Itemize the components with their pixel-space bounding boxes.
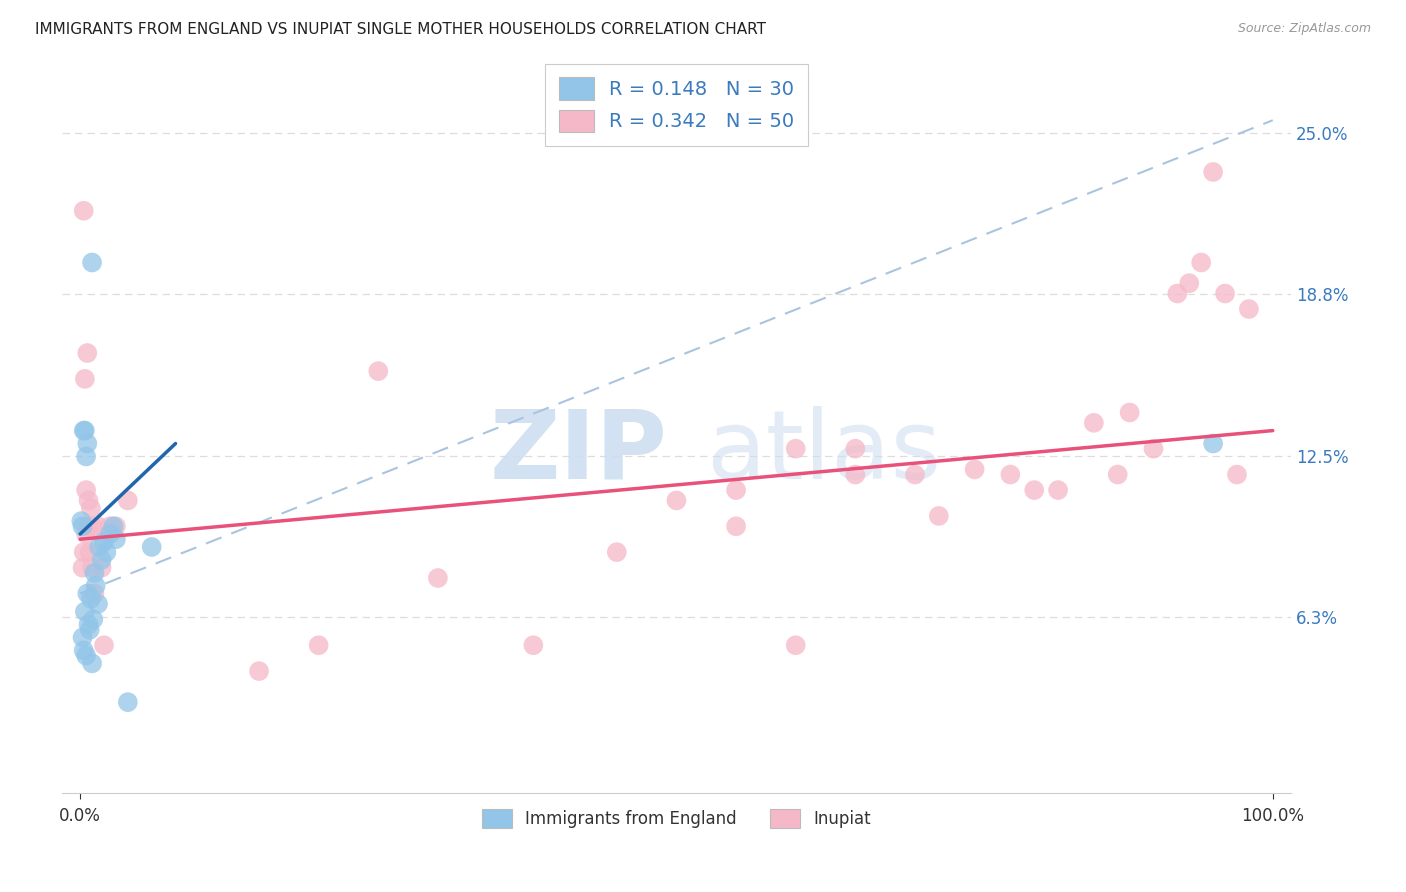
Point — [73, 203, 96, 218]
Point — [1213, 286, 1236, 301]
Point — [1024, 483, 1046, 497]
Point — [1166, 286, 1188, 301]
Text: atlas: atlas — [706, 406, 942, 499]
Point — [93, 534, 115, 549]
Point — [77, 617, 100, 632]
Point — [522, 638, 544, 652]
Point — [844, 467, 866, 482]
Point — [90, 553, 112, 567]
Point — [606, 545, 628, 559]
Point — [844, 442, 866, 456]
Point — [1107, 467, 1129, 482]
Point — [1178, 276, 1201, 290]
Point — [73, 424, 96, 438]
Point — [141, 540, 163, 554]
Point — [1202, 436, 1225, 450]
Point — [96, 545, 118, 559]
Point — [83, 566, 105, 580]
Point — [103, 519, 125, 533]
Point — [87, 519, 110, 533]
Text: IMMIGRANTS FROM ENGLAND VS INUPIAT SINGLE MOTHER HOUSEHOLDS CORRELATION CHART: IMMIGRANTS FROM ENGLAND VS INUPIAT SINGL… — [35, 22, 766, 37]
Point — [73, 643, 96, 657]
Point — [79, 545, 101, 559]
Point — [1237, 301, 1260, 316]
Point — [73, 605, 96, 619]
Point — [665, 493, 688, 508]
Point — [80, 591, 103, 606]
Point — [98, 527, 121, 541]
Point — [73, 545, 96, 559]
Point — [90, 560, 112, 574]
Point — [76, 436, 98, 450]
Point — [367, 364, 389, 378]
Point — [247, 664, 270, 678]
Point — [1083, 416, 1105, 430]
Point — [73, 424, 96, 438]
Point — [104, 532, 127, 546]
Point — [1226, 467, 1249, 482]
Point — [1047, 483, 1070, 497]
Point — [308, 638, 330, 652]
Text: Source: ZipAtlas.com: Source: ZipAtlas.com — [1237, 22, 1371, 36]
Point — [87, 597, 110, 611]
Point — [73, 372, 96, 386]
Point — [84, 579, 107, 593]
Point — [80, 255, 103, 269]
Point — [1189, 255, 1212, 269]
Point — [79, 623, 101, 637]
Point — [70, 514, 93, 528]
Point — [904, 467, 927, 482]
Point — [76, 586, 98, 600]
Point — [1142, 442, 1164, 456]
Point — [75, 527, 97, 541]
Point — [75, 483, 97, 497]
Point — [76, 346, 98, 360]
Point — [928, 508, 950, 523]
Point — [77, 519, 100, 533]
Point — [1118, 405, 1140, 419]
Point — [104, 519, 127, 533]
Point — [72, 560, 94, 574]
Point — [80, 560, 103, 574]
Point — [98, 519, 121, 533]
Legend: Immigrants from England, Inupiat: Immigrants from England, Inupiat — [475, 803, 877, 835]
Point — [75, 450, 97, 464]
Point — [1000, 467, 1022, 482]
Point — [785, 442, 807, 456]
Point — [89, 540, 111, 554]
Point — [117, 493, 139, 508]
Point — [426, 571, 449, 585]
Point — [963, 462, 986, 476]
Point — [80, 501, 103, 516]
Point — [82, 612, 104, 626]
Point — [1202, 165, 1225, 179]
Point — [72, 519, 94, 533]
Point — [80, 519, 103, 533]
Point — [80, 657, 103, 671]
Point — [725, 519, 748, 533]
Point — [72, 631, 94, 645]
Point — [93, 638, 115, 652]
Point — [117, 695, 139, 709]
Text: ZIP: ZIP — [489, 406, 666, 499]
Point — [77, 493, 100, 508]
Point — [83, 586, 105, 600]
Point — [725, 483, 748, 497]
Point — [785, 638, 807, 652]
Point — [75, 648, 97, 663]
